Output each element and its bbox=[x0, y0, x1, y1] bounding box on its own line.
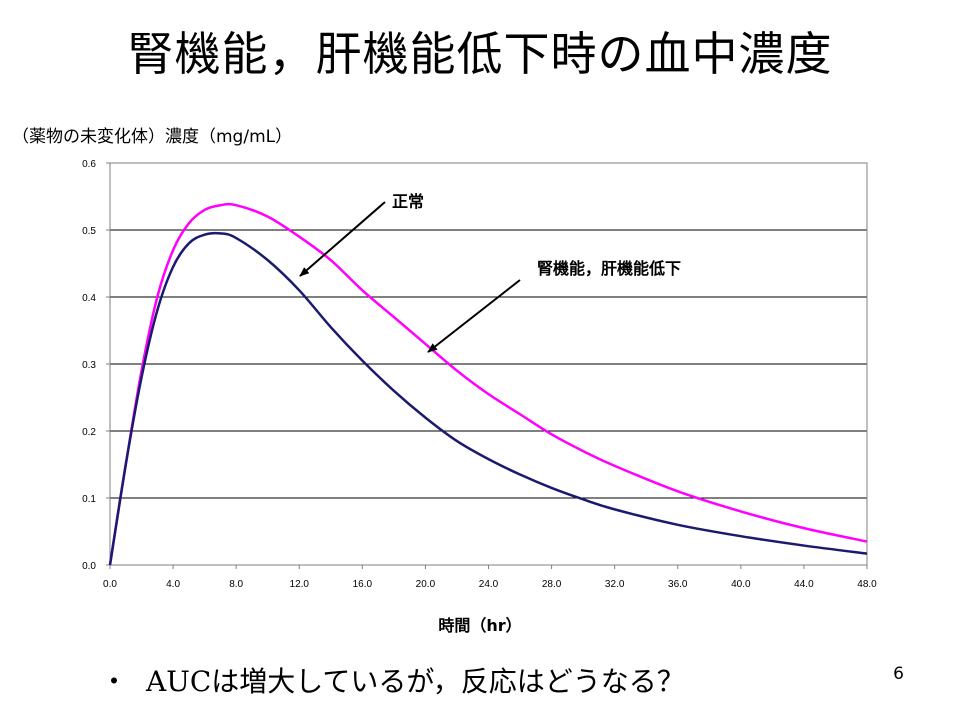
series-lines bbox=[108, 202, 868, 566]
bullet-point: ・ AUCは増大しているが，反応はどうなる？ bbox=[100, 660, 685, 700]
y-tick-label: 0.6 bbox=[82, 159, 96, 170]
y-tick-label: 0.4 bbox=[82, 293, 96, 304]
x-axis-label: 時間（hr） bbox=[438, 616, 522, 635]
x-tick-label: 40.0 bbox=[731, 579, 751, 590]
x-tick-label: 20.0 bbox=[416, 579, 436, 590]
x-tick-label: 0.0 bbox=[103, 579, 117, 590]
grid-lines bbox=[110, 162, 867, 499]
y-ticks: 0.0 0.1 0.2 0.3 0.4 0.5 0.6 bbox=[82, 159, 110, 572]
annotation-reduced-arrow bbox=[427, 279, 521, 353]
x-tick-label: 28.0 bbox=[542, 579, 562, 590]
x-tick-label: 4.0 bbox=[166, 579, 180, 590]
series-line-normal bbox=[108, 231, 868, 566]
x-tick-label: 12.0 bbox=[290, 579, 310, 590]
x-tick-label: 8.0 bbox=[229, 579, 243, 590]
x-tick-label: 16.0 bbox=[353, 579, 373, 590]
bullet-marker: ・ bbox=[100, 665, 129, 698]
x-tick-label: 24.0 bbox=[479, 579, 499, 590]
annotation-normal-arrow bbox=[299, 201, 386, 277]
y-tick-label: 0.3 bbox=[82, 360, 96, 371]
bullet-text: AUCは増大しているが，反応はどうなる？ bbox=[146, 665, 685, 698]
y-tick-label: 0.0 bbox=[82, 561, 96, 572]
x-tick-label: 44.0 bbox=[794, 579, 814, 590]
y-tick-label: 0.1 bbox=[82, 494, 96, 505]
y-axis-label: （薬物の未変化体）濃度（mg/mL） bbox=[12, 127, 293, 147]
page-number: 6 bbox=[893, 664, 904, 684]
x-tick-label: 36.0 bbox=[668, 579, 688, 590]
slide-title: 腎機能，肝機能低下時の血中濃度 bbox=[127, 27, 833, 81]
y-tick-label: 0.2 bbox=[82, 427, 96, 438]
x-tick-label: 48.0 bbox=[857, 579, 877, 590]
annotation-reduced-label: 腎機能，肝機能低下 bbox=[537, 259, 681, 278]
x-ticks: 0.0 4.0 8.0 12.0 16.0 20.0 24.0 28.0 32.0 36.0 40.… bbox=[103, 565, 877, 590]
x-tick-label: 32.0 bbox=[605, 579, 625, 590]
y-tick-label: 0.5 bbox=[82, 226, 96, 237]
annotation-normal-label: 正常 bbox=[392, 192, 424, 211]
series-line-reduced-function bbox=[108, 202, 868, 566]
